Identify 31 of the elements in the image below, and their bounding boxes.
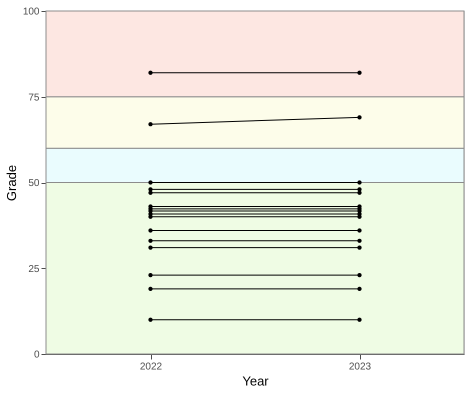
point — [357, 246, 362, 250]
point — [148, 122, 153, 126]
y-axis-title: Grade — [4, 164, 19, 202]
y-tick-label: 100 — [22, 6, 40, 18]
point — [148, 318, 153, 322]
point — [148, 214, 153, 219]
y-tick-label: 50 — [28, 178, 40, 189]
point — [357, 286, 362, 291]
point — [357, 180, 362, 185]
y-tick-label: 75 — [28, 92, 40, 104]
point — [148, 286, 153, 291]
point — [357, 190, 362, 195]
x-tick-label: 2023 — [348, 362, 372, 372]
point — [148, 272, 153, 278]
point — [357, 228, 362, 233]
point — [357, 318, 362, 322]
x-axis-title: Year — [242, 374, 270, 388]
point — [148, 70, 153, 75]
point — [148, 238, 153, 243]
point — [148, 228, 153, 233]
point — [148, 190, 153, 195]
point — [148, 180, 153, 185]
y-tick-label: 25 — [28, 264, 40, 275]
point — [148, 246, 153, 250]
point — [357, 272, 362, 278]
point — [357, 214, 362, 219]
point — [357, 70, 362, 75]
point — [357, 238, 362, 243]
y-tick-label: 0 — [34, 350, 40, 360]
x-tick-label: 2022 — [140, 362, 163, 372]
point — [357, 115, 362, 120]
